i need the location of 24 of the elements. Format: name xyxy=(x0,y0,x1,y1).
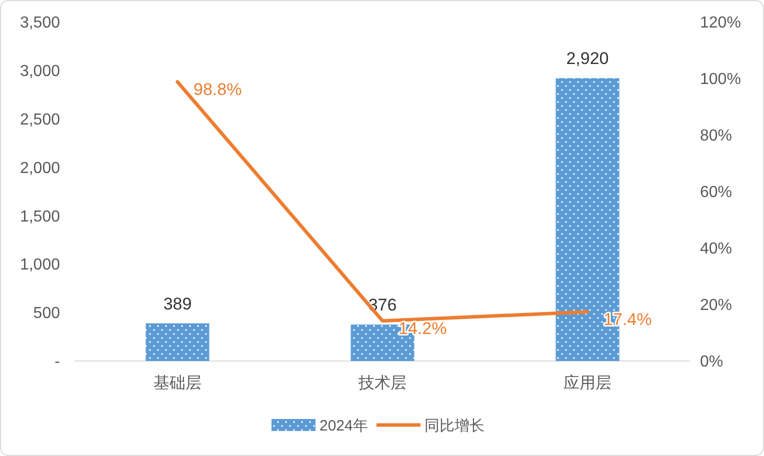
y2-tick-label: 100% xyxy=(700,71,741,88)
data-label: 2,920 xyxy=(566,49,609,68)
y-tick-label: 2,000 xyxy=(20,160,60,177)
y-tick-label: 3,500 xyxy=(20,14,60,32)
y2-tick-label: 20% xyxy=(700,297,732,314)
y2-tick-label: 40% xyxy=(700,240,732,258)
y2-tick-label: 0% xyxy=(700,354,724,371)
y2-tick-label: 60% xyxy=(700,184,732,202)
x-tick-label: 基础层 xyxy=(154,374,202,392)
data-label: 389 xyxy=(163,294,192,314)
y-tick-label: 3,000 xyxy=(20,63,60,80)
y-tick-label: - xyxy=(54,354,60,371)
bar xyxy=(146,323,210,361)
y2-tick-label: 120% xyxy=(700,14,741,32)
y-tick-label: 500 xyxy=(33,305,60,322)
y-tick-label: 1,000 xyxy=(20,256,60,274)
data-label: 98.8% xyxy=(194,80,242,99)
legend-label: 同比增长 xyxy=(424,417,484,434)
y-tick-label: 2,500 xyxy=(20,111,60,128)
x-tick-label: 应用层 xyxy=(564,374,612,392)
y-tick-label: 1,500 xyxy=(20,208,60,226)
y2-tick-label: 80% xyxy=(700,128,732,145)
x-tick-label: 技术层 xyxy=(358,374,406,392)
legend-label: 2024年 xyxy=(320,417,368,434)
